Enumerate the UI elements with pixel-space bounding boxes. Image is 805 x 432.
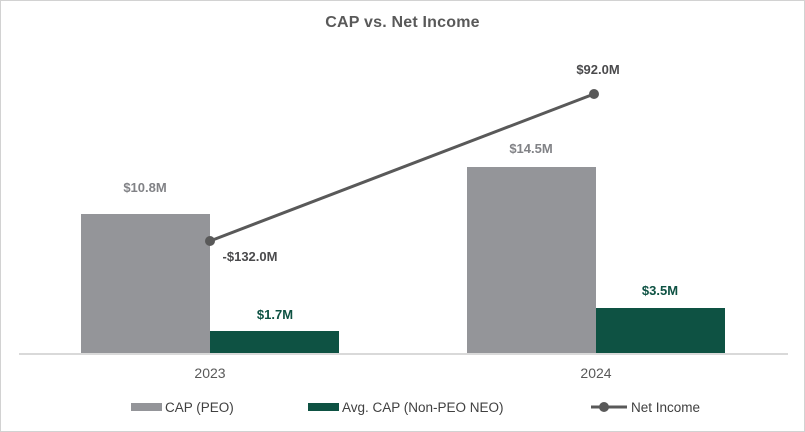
legend-line-dot-icon bbox=[591, 402, 627, 412]
bar-avg-cap-2023 bbox=[210, 331, 339, 354]
legend-swatch-cap-peo bbox=[131, 403, 162, 411]
x-tick-2024: 2024 bbox=[580, 365, 612, 381]
label-avg-cap-2023: $1.7M bbox=[256, 307, 294, 322]
label-net-income-2024: $92.0M bbox=[576, 62, 620, 77]
legend-label-avg-cap: Avg. CAP (Non-PEO NEO) bbox=[342, 399, 504, 415]
legend-item-net-income: Net Income bbox=[590, 399, 700, 415]
net-income-point-2024 bbox=[589, 89, 599, 99]
bar-avg-cap-2024 bbox=[596, 308, 725, 354]
label-cap-peo-2023: $10.8M bbox=[123, 180, 167, 195]
bar-cap-peo-2023 bbox=[81, 214, 210, 354]
legend-item-cap-peo: CAP (PEO) bbox=[131, 399, 234, 415]
legend-label-cap-peo: CAP (PEO) bbox=[165, 399, 234, 415]
chart-title: CAP vs. Net Income bbox=[325, 14, 480, 31]
bar-cap-peo-2024 bbox=[467, 167, 596, 354]
x-axis-line bbox=[19, 353, 788, 355]
legend-swatch-avg-cap bbox=[308, 403, 339, 411]
legend-label-net-income: Net Income bbox=[631, 399, 701, 415]
label-net-income-2023: -$132.0M bbox=[222, 249, 278, 264]
label-cap-peo-2024: $14.5M bbox=[509, 141, 553, 156]
label-avg-cap-2024: $3.5M bbox=[641, 283, 679, 298]
x-tick-2023: 2023 bbox=[194, 365, 226, 381]
legend-item-avg-cap: Avg. CAP (Non-PEO NEO) bbox=[308, 399, 504, 415]
